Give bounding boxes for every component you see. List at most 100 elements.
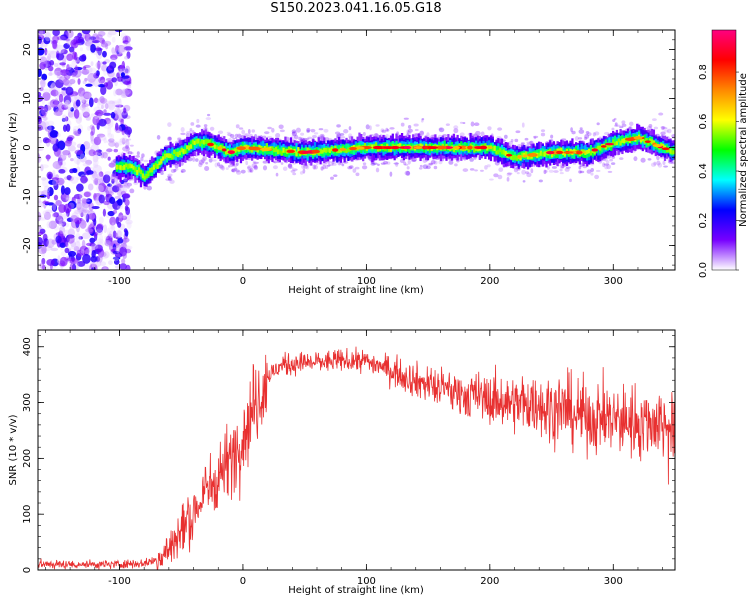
ridge-band-cell [515,155,519,161]
colorbar-tick-label: 0.2 [698,213,709,229]
noise-blob [102,50,107,58]
noise-blob [94,115,99,120]
ridge-band-cell [587,148,591,154]
spectrogram-x-ticks: -100 0 100 200 300 [45,30,663,287]
halo-dot [590,167,594,173]
halo-dot [389,171,393,177]
halo-dot [320,166,324,171]
noise-blob [41,120,50,128]
noise-blob [101,266,109,270]
noise-blob [56,40,61,51]
halo-dot [606,160,610,164]
halo-dot [647,158,652,161]
noise-blob [73,130,81,136]
x-tick-label: 100 [357,576,376,587]
halo-dot [403,117,409,120]
hot-spot [221,148,227,152]
x-tick-label: 0 [240,576,246,587]
noise-blob [63,82,73,87]
noise-blob [55,87,61,98]
halo-dot [141,153,145,158]
noise-blob [38,153,41,163]
noise-blob [98,118,107,127]
halo-dot [362,162,367,166]
ridge-band-cell [193,140,196,145]
halo-dot [126,182,132,187]
hot-spot [439,146,445,149]
halo-dot [473,133,478,137]
halo-dot [291,134,296,140]
y-tick-label: -20 [22,237,33,253]
ridge-band-cell [537,152,541,157]
noise-blob [110,133,115,141]
halo-dot [386,161,391,165]
halo-dot [479,169,484,172]
noise-blob [75,200,83,205]
ridge-band-cell [186,145,189,154]
noise-blob [43,185,51,193]
halo-dot [292,168,298,172]
noise-blob [63,71,71,80]
ridge-band-cell [473,147,476,153]
noise-blob [80,212,84,218]
hot-spot [302,150,310,154]
hot-spot [644,140,651,143]
noise-blob [114,106,120,116]
noise-blob [59,162,63,166]
halo-dot [116,183,122,188]
noise-blob [42,210,47,216]
noise-blob [92,150,102,156]
x-tick-label: -100 [108,276,131,287]
noise-blob [91,205,100,210]
halo-dot [506,177,510,182]
noise-blob [43,238,49,247]
noise-blob [97,60,101,70]
noise-blob [41,257,46,265]
noise-blob [64,116,69,122]
halo-dot [524,137,529,141]
noise-blob [89,237,96,244]
ridge-band-cell [326,147,330,152]
ridge-band-cell [641,137,644,148]
noise-blob [83,91,92,100]
noise-blob [62,212,69,220]
halo-dot [167,175,172,178]
hot-spot [207,142,214,147]
noise-blob [81,209,90,213]
halo-dot [324,164,329,170]
halo-dot [347,166,353,170]
noise-blob [96,133,106,138]
noise-blob [106,235,110,244]
halo-dot [247,128,251,134]
noise-blob [44,265,50,270]
noise-blob [56,75,63,79]
noise-blob [67,145,76,152]
noise-blob [107,120,111,127]
halo-dot [115,182,121,188]
halo-dot [653,161,657,166]
halo-dot [249,169,253,173]
ridge-band-cell [389,142,393,150]
noise-blob [49,60,55,66]
noise-blob [102,151,108,159]
noise-blob [63,203,72,214]
noise-blob [121,258,126,264]
halo-dot [486,164,491,168]
halo-dot [267,135,273,139]
noise-blob [97,98,101,109]
noise-blob [42,91,51,102]
noise-blob [119,263,127,270]
noise-blob [116,49,120,55]
halo-dot [330,176,334,180]
noise-blob [94,47,103,52]
halo-dot [130,151,134,155]
ridge-band-cell [206,139,209,144]
halo-dot [426,132,430,138]
halo-dot [546,165,550,170]
noise-blob [70,107,74,112]
halo-dot [421,117,425,121]
noise-blob [52,169,56,177]
noise-blob [94,244,103,253]
noise-blob [46,259,55,266]
halo-dot [646,126,652,131]
